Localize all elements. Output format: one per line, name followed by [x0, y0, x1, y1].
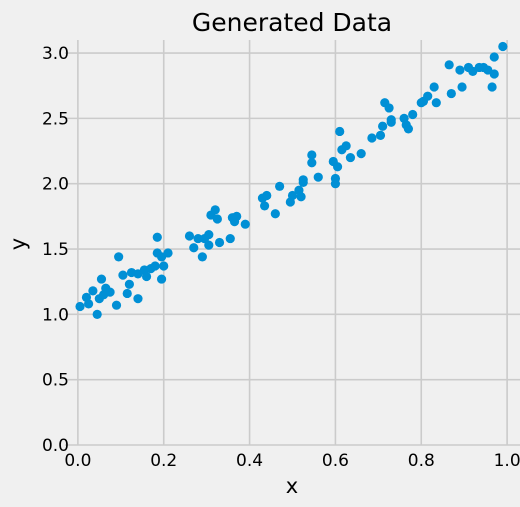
data-point [111, 300, 122, 310]
data-point [375, 130, 386, 140]
data-point [150, 261, 160, 271]
data-point [210, 205, 220, 215]
data-point [275, 181, 285, 191]
data-point [212, 214, 222, 224]
data-point [423, 91, 433, 101]
x-tick-labels: 0.0 0.2 0.4 0.6 0.8 1.0 [64, 451, 520, 471]
data-point [367, 133, 377, 143]
data-point [159, 261, 169, 271]
data-point [122, 288, 132, 299]
data-point [489, 52, 499, 62]
data-point [487, 82, 497, 92]
x-tick-label: 1.0 [494, 451, 520, 471]
x-tick-label: 0.8 [408, 451, 435, 471]
data-point [189, 243, 199, 253]
y-tick-label: 2.5 [42, 109, 69, 129]
data-point [259, 201, 270, 211]
data-point [298, 177, 308, 188]
data-point [335, 126, 345, 137]
y-tick-labels: 0.0 0.5 1.0 1.5 2.0 2.5 3.0 [42, 44, 69, 456]
data-point [307, 150, 317, 160]
data-point [197, 252, 207, 262]
data-point [307, 158, 317, 168]
data-point [124, 279, 134, 289]
x-tick-label: 0.2 [150, 451, 177, 471]
data-point [240, 219, 250, 229]
data-point [75, 301, 85, 312]
data-point [133, 294, 143, 304]
data-point [444, 60, 454, 70]
data-point [163, 248, 173, 258]
data-point [84, 299, 94, 309]
data-point [446, 88, 456, 99]
data-point [489, 69, 499, 79]
data-point [232, 211, 242, 221]
x-tick-label: 0.6 [322, 451, 349, 471]
data-point [204, 230, 214, 240]
x-tick-label: 0.4 [236, 451, 263, 471]
data-point [296, 192, 306, 202]
data-point [341, 141, 351, 151]
data-point [88, 286, 98, 296]
data-point [356, 149, 366, 159]
y-tick-label: 3.0 [42, 44, 69, 64]
data-point [118, 270, 128, 280]
x-axis-label: x [286, 474, 298, 498]
data-point [429, 82, 439, 92]
data-point [96, 274, 107, 284]
y-tick-label: 1.5 [42, 240, 69, 260]
data-point [204, 240, 214, 250]
data-point [345, 152, 356, 163]
data-point [378, 121, 388, 131]
y-tick-label: 0.0 [42, 436, 69, 456]
data-point [141, 271, 152, 282]
data-point [214, 237, 225, 248]
data-point [105, 287, 115, 297]
data-point [455, 65, 465, 75]
data-point [431, 98, 441, 108]
data-point [403, 124, 413, 134]
y-axis-label: y [6, 238, 30, 250]
data-point [330, 179, 341, 189]
data-point [384, 103, 394, 113]
chart-title: Generated Data [192, 8, 392, 37]
data-point [156, 274, 167, 284]
data-point [313, 172, 323, 182]
data-point [332, 162, 343, 172]
data-point [184, 231, 195, 241]
data-point [262, 190, 272, 201]
y-tick-label: 1.0 [42, 305, 69, 325]
data-point [287, 190, 298, 201]
data-point [152, 232, 162, 242]
grid [65, 40, 520, 446]
data-points [75, 41, 508, 319]
x-tick-label: 0.0 [64, 451, 91, 471]
y-tick-label: 0.5 [42, 371, 69, 391]
data-point [408, 109, 418, 120]
data-point [193, 233, 203, 244]
data-point [225, 233, 235, 244]
data-point [498, 41, 508, 52]
data-point [386, 117, 396, 127]
data-point [270, 209, 280, 219]
data-point [457, 82, 467, 92]
data-point [92, 309, 102, 319]
y-tick-label: 2.0 [42, 175, 69, 195]
data-point [114, 252, 124, 262]
